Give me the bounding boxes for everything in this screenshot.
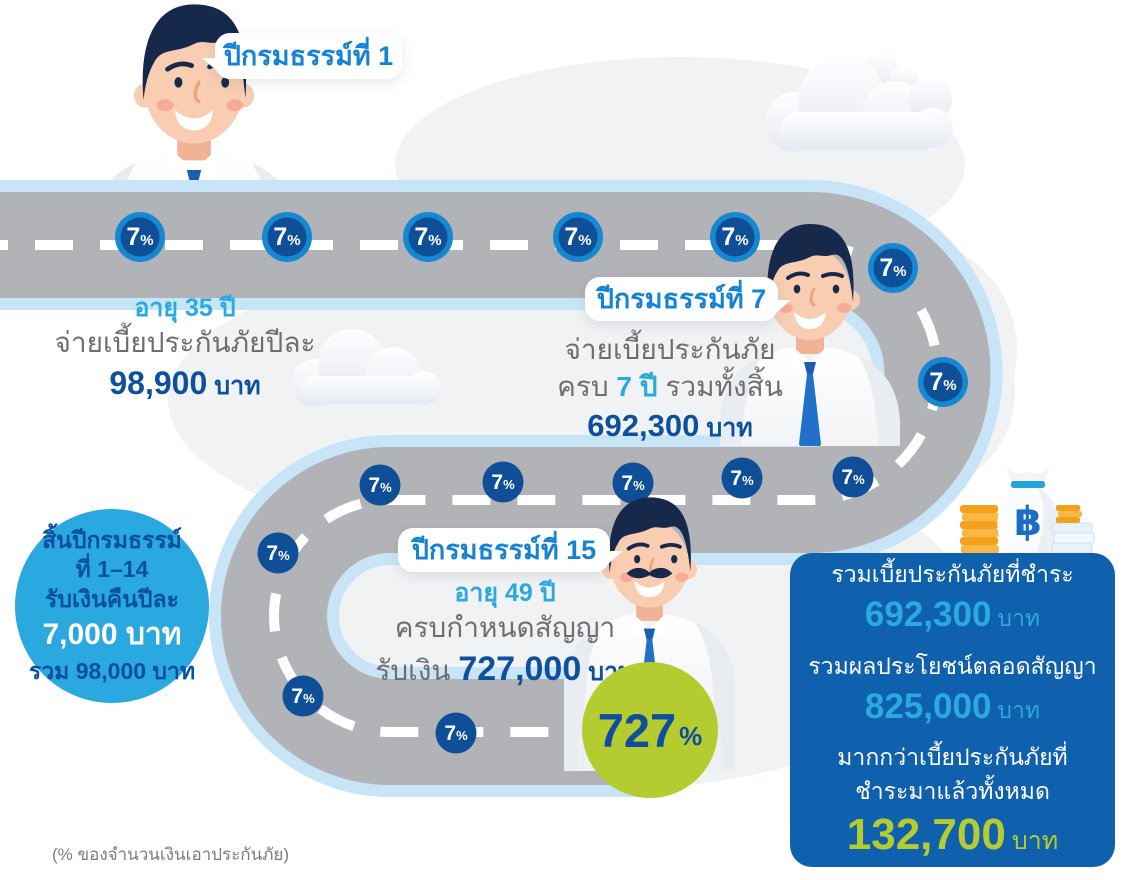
- year-7-unit: บาท: [706, 413, 753, 442]
- maturity-percent-sign: %: [679, 721, 703, 751]
- cloud-middle: [291, 329, 441, 407]
- year-15-age: อายุ 49 ปี: [454, 579, 556, 607]
- svg-text:7%: 7%: [929, 368, 956, 396]
- rate-badge-small: 7%: [721, 457, 763, 499]
- rate-badge-small: 7%: [482, 461, 524, 503]
- rate-badge-large: 7%: [710, 212, 760, 262]
- summary-item3-label-line1: มากกว่าเบี้ยประกันภัยที่: [837, 744, 1068, 771]
- rate-badge-large: 7%: [553, 212, 603, 262]
- rate-badge-large: 7%: [918, 357, 968, 407]
- summary-item2-unit: บาท: [997, 696, 1041, 723]
- year-15-line1: ครบกำหนดสัญญา: [394, 612, 616, 643]
- footnote: (% ของจำนวนเงินเอาประกันภัย): [52, 845, 290, 864]
- svg-text:7%: 7%: [368, 474, 392, 497]
- cloud-top-right: [765, 53, 953, 152]
- speech-bubble-year-7-label: ปีกรมธรรม์ที่ 7: [596, 283, 767, 314]
- svg-text:7%: 7%: [841, 466, 865, 489]
- summary-item2-label: รวมผลประโยชน์ตลอดสัญญา: [808, 652, 1097, 679]
- summary-item2-value: 825,000: [864, 686, 992, 726]
- banknote-stack-icon: [1051, 505, 1095, 554]
- cashback-amount: 7,000 บาท: [42, 618, 182, 652]
- svg-text:7%: 7%: [414, 223, 441, 251]
- year-1-details: อายุ 35 ปี จ่ายเบี้ยประกันภัยปีละ 98,900…: [20, 292, 350, 404]
- summary-item3-value: 132,700: [846, 810, 1006, 860]
- coin-stack-icon: [960, 505, 1000, 554]
- year-1-unit: บาท: [214, 371, 261, 400]
- rate-badge-large: 7%: [262, 212, 312, 262]
- rate-badge-small: 7%: [257, 532, 299, 574]
- svg-text:7%: 7%: [564, 223, 591, 251]
- speech-bubble-year-1-label: ปีกรมธรรม์ที่ 1: [223, 40, 394, 71]
- svg-text:7%: 7%: [444, 722, 468, 745]
- maturity-percent-circle: 727 %: [582, 662, 718, 798]
- summary-item1-value: 692,300: [864, 595, 992, 635]
- summary-item3-label-line2: ชำระมาแล้วทั้งหมด: [855, 778, 1050, 805]
- svg-text:7%: 7%: [273, 223, 300, 251]
- summary-item1-unit: บาท: [997, 605, 1041, 632]
- svg-text:7%: 7%: [491, 471, 515, 494]
- svg-text:7%: 7%: [291, 685, 315, 708]
- money-bag-icon: ฿: [997, 468, 1059, 553]
- year-7-line2-suffix: รวมทั้งสิ้น: [657, 370, 783, 402]
- rate-badge-large: 7%: [868, 243, 918, 293]
- svg-text:7%: 7%: [621, 472, 645, 495]
- year-15-line2-prefix: รับเงิน: [375, 654, 459, 686]
- cashback-line1: สิ้นปีกรมธรรม์: [42, 526, 182, 553]
- year-7-line2-prefix: ครบ: [557, 370, 617, 402]
- svg-text:7%: 7%: [730, 467, 754, 490]
- year-15-amount: 727,000: [458, 649, 582, 688]
- rate-badge-small: 7%: [359, 464, 401, 506]
- svg-text:7%: 7%: [879, 254, 906, 282]
- year-1-age: อายุ 35 ปี: [134, 294, 236, 322]
- svg-text:7%: 7%: [721, 223, 748, 251]
- year-15-details: อายุ 49 ปี ครบกำหนดสัญญา รับเงิน 727,000…: [365, 577, 645, 692]
- year-7-line2-highlight: 7 ปี: [616, 370, 658, 402]
- money-graphic: ฿: [960, 468, 1095, 554]
- svg-text:7%: 7%: [266, 542, 290, 565]
- year-7-amount: 692,300: [587, 407, 700, 443]
- rate-badge-large: 7%: [115, 212, 165, 262]
- road-center-dashes: [0, 240, 943, 737]
- year-7-line1: จ่ายเบี้ยประกันภัย: [564, 334, 776, 365]
- year-7-details: จ่ายเบี้ยประกันภัย ครบ 7 ปี รวมทั้งสิ้น …: [535, 332, 805, 447]
- baht-symbol: ฿: [1014, 500, 1042, 544]
- maturity-percent-value: 727: [597, 703, 677, 757]
- rate-badge-small: 7%: [612, 462, 654, 504]
- summary-box: รวมเบี้ยประกันภัยที่ชำระ 692,300 บาท รวมผ…: [790, 553, 1115, 867]
- rate-badge-small: 7%: [435, 712, 477, 754]
- year-1-amount: 98,900: [109, 364, 208, 401]
- summary-item1-label: รวมเบี้ยประกันภัยที่ชำระ: [831, 561, 1074, 587]
- cashback-circle: สิ้นปีกรมธรรม์ ที่ 1–14 รับเงินคืนปีละ 7…: [15, 509, 209, 703]
- road: [0, 180, 1003, 797]
- year-1-line1: จ่ายเบี้ยประกันภัยปีละ: [54, 327, 316, 358]
- rate-badge-small: 7%: [832, 456, 874, 498]
- rate-badge-small: 7%: [282, 675, 324, 717]
- cashback-line3: รับเงินคืนปีละ: [45, 585, 179, 612]
- summary-item3-unit: บาท: [1011, 827, 1059, 856]
- cashback-line2: ที่ 1–14: [75, 556, 149, 583]
- speech-bubble-year-7: ปีกรมธรรม์ที่ 7: [585, 277, 791, 321]
- cashback-total: รวม 98,000 บาท: [28, 657, 196, 684]
- svg-text:7%: 7%: [126, 223, 153, 251]
- speech-bubble-year-15: ปีกรมธรรม์ที่ 15: [398, 528, 623, 572]
- speech-bubble-year-15-label: ปีกรมธรรม์ที่ 15: [411, 534, 597, 565]
- rate-badge-large: 7%: [403, 212, 453, 262]
- rate-badges: 7% 7% 7% 7% 7% 7% 7% 7% 7% 7% 7% 7% 7% 7% 7%: [115, 212, 968, 754]
- speech-bubble-year-1: ปีกรมธรรม์ที่ 1: [202, 33, 402, 79]
